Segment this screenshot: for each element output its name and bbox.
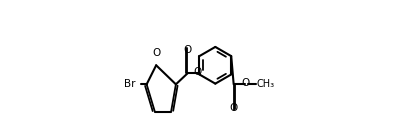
Text: O: O — [193, 67, 202, 77]
Text: O: O — [230, 103, 238, 113]
Text: O: O — [152, 48, 160, 58]
Text: Br: Br — [124, 79, 135, 89]
Text: O: O — [241, 78, 250, 88]
Text: CH₃: CH₃ — [257, 79, 275, 89]
Text: O: O — [183, 45, 191, 55]
